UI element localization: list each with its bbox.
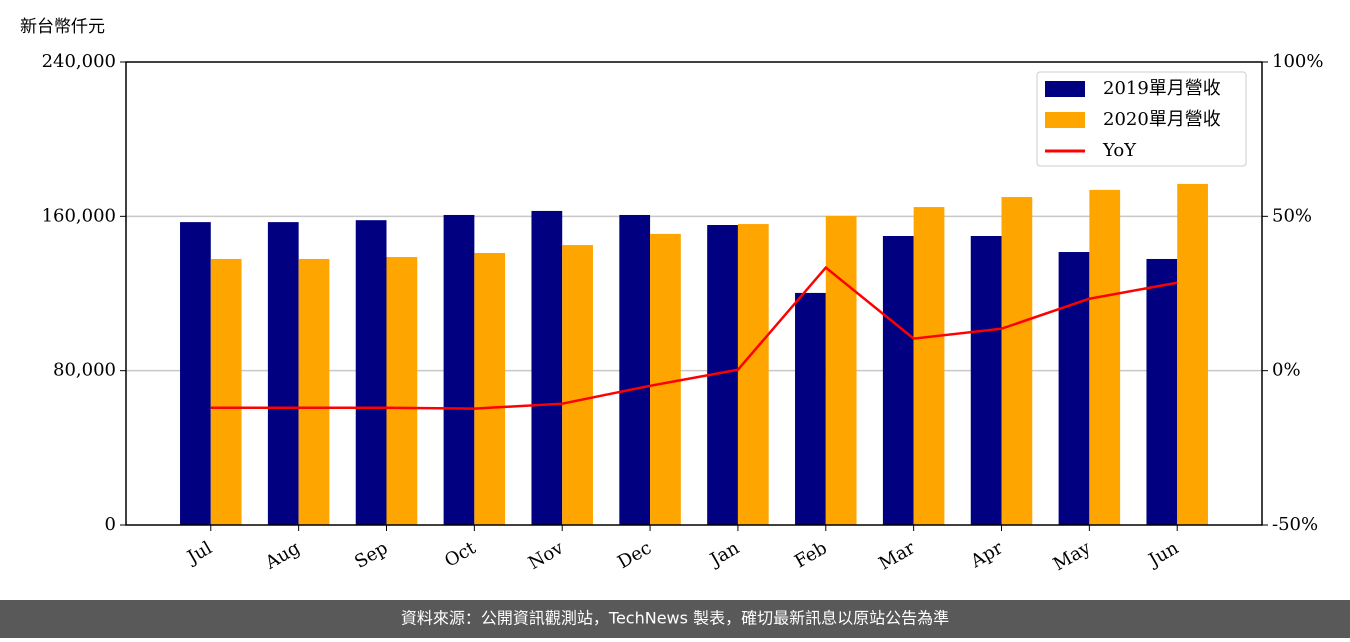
- x-tick-label: Jun: [1144, 537, 1183, 572]
- y-tick-label: 0: [105, 514, 116, 535]
- bar: [180, 222, 211, 525]
- bar: [443, 214, 475, 525]
- y2-tick-label: 0%: [1272, 360, 1301, 381]
- legend-box: [1036, 71, 1247, 167]
- bar: [619, 214, 651, 525]
- bar: [1058, 252, 1090, 525]
- legend-swatch: [1045, 81, 1085, 97]
- footer-band: [0, 600, 1350, 638]
- yoy-line: [210, 265, 1178, 410]
- legend-label: YoY: [1102, 140, 1137, 161]
- bar: [650, 233, 681, 526]
- x-tick-label: May: [1050, 537, 1095, 575]
- bar: [737, 224, 769, 526]
- bar: [355, 220, 387, 526]
- x-tick-label: Jul: [182, 537, 216, 569]
- x-tick-label: Apr: [966, 537, 1006, 572]
- y-tick-label: 80,000: [53, 360, 116, 381]
- bar: [825, 215, 857, 525]
- x-tick-label: Sep: [351, 537, 391, 572]
- x-tick-label: Mar: [875, 537, 919, 574]
- bar: [882, 236, 914, 525]
- legend-label: 2019單月營收: [1103, 78, 1221, 99]
- y2-tick-label: -50%: [1272, 514, 1318, 535]
- x-tick-label: Feb: [791, 537, 831, 572]
- y2-tick-label: 100%: [1272, 51, 1323, 72]
- bar: [531, 210, 563, 525]
- x-tick-label: Nov: [525, 537, 568, 574]
- bar: [1001, 197, 1033, 525]
- bar: [474, 252, 506, 526]
- x-tick-label: Jan: [705, 537, 743, 571]
- bar: [970, 236, 1002, 525]
- x-tick-label: Oct: [441, 537, 480, 572]
- bar: [267, 222, 299, 525]
- legend-label: 2020單月營收: [1103, 109, 1221, 130]
- x-tick-label: Aug: [261, 537, 304, 574]
- y2-tick-label: 50%: [1272, 205, 1312, 226]
- bar: [1177, 183, 1208, 525]
- y-tick-label: 240,000: [42, 51, 116, 72]
- bar: [298, 258, 330, 525]
- plot-frame: [125, 61, 1263, 526]
- y-tick-label: 160,000: [42, 205, 116, 226]
- x-tick-label: Dec: [614, 537, 655, 573]
- bar: [1146, 258, 1178, 525]
- bar: [795, 292, 826, 525]
- legend-swatch: [1045, 112, 1085, 128]
- footer-text: 資料來源：公開資訊觀測站，TechNews 製表，確切最新訊息以原站公告為準: [401, 609, 949, 628]
- bar: [562, 245, 593, 525]
- bar: [1089, 189, 1121, 525]
- bar: [386, 257, 418, 525]
- y-unit-label: 新台幣仟元: [20, 17, 105, 37]
- bar: [210, 258, 242, 525]
- bar: [913, 207, 945, 525]
